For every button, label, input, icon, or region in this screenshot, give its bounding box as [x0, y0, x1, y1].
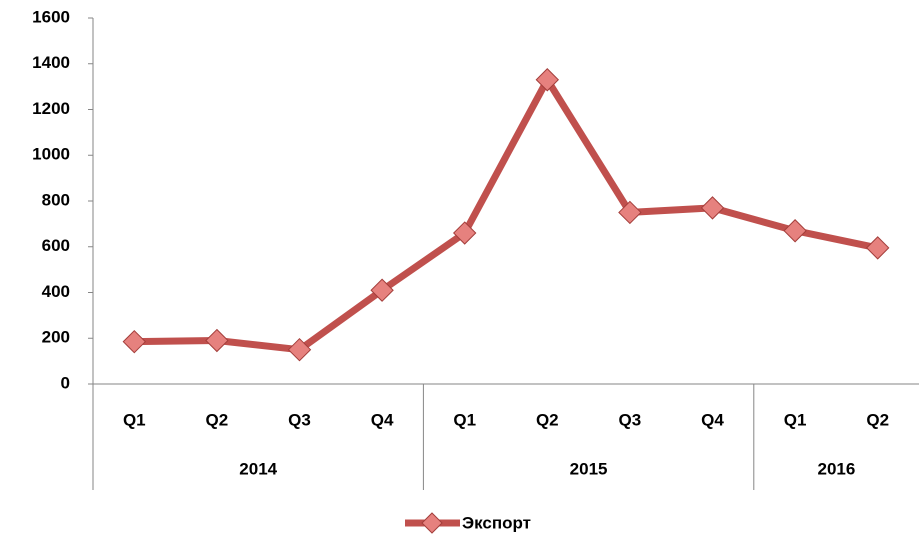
point-marker — [865, 236, 890, 260]
y-tick-label: 1200 — [32, 99, 70, 118]
point-marker — [205, 328, 229, 353]
point-marker — [452, 221, 477, 245]
x-tick-label: Q3 — [288, 410, 311, 429]
x-tick-label: Q3 — [619, 410, 642, 429]
x-tick-label: Q1 — [123, 410, 146, 429]
point-marker — [783, 219, 807, 243]
x-group-label: 2016 — [817, 459, 855, 478]
x-tick-label: Q1 — [453, 410, 476, 429]
x-tick-label: Q2 — [206, 410, 229, 429]
legend-label: Экспорт — [462, 513, 531, 532]
y-tick-label: 1000 — [32, 145, 70, 164]
y-tick-label: 600 — [42, 236, 70, 255]
x-tick-label: Q4 — [371, 410, 394, 429]
x-tick-label: Q1 — [784, 410, 807, 429]
y-tick-label: 800 — [42, 190, 70, 209]
point-marker — [370, 278, 394, 302]
x-tick-label: Q2 — [536, 410, 559, 429]
series-line — [134, 76, 879, 354]
point-marker — [287, 337, 312, 362]
legend-marker — [421, 512, 443, 534]
y-tick-label: 1400 — [32, 53, 70, 72]
point-marker — [618, 200, 642, 225]
x-tick-label: Q4 — [701, 410, 724, 429]
y-tick-label: 0 — [61, 373, 70, 392]
y-tick-label: 1600 — [32, 7, 70, 26]
y-tick-label: 400 — [42, 282, 70, 301]
x-group-label: 2015 — [570, 459, 608, 478]
x-tick-label: Q2 — [866, 410, 889, 429]
y-tick-label: 200 — [42, 328, 70, 347]
x-group-label: 2014 — [239, 459, 277, 478]
point-marker — [535, 68, 560, 92]
point-marker — [700, 196, 725, 220]
point-marker — [122, 329, 147, 354]
